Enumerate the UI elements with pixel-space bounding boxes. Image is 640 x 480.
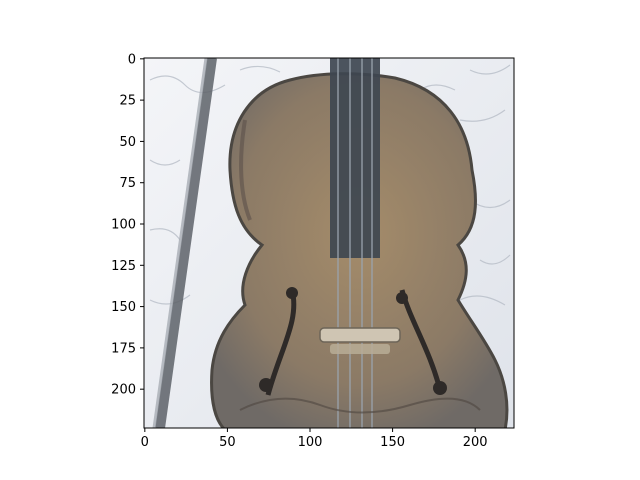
y-tick-label: 175 bbox=[111, 341, 136, 356]
bow-stick-highlight bbox=[152, 58, 208, 428]
y-tick-label: 200 bbox=[111, 383, 136, 398]
x-tick-label: 100 bbox=[298, 435, 323, 450]
axes-frame bbox=[143, 57, 515, 429]
y-tick-label: 0 bbox=[128, 52, 136, 67]
x-axis-ticks: 0 50 100 150 200 bbox=[141, 428, 488, 450]
bow-stick bbox=[155, 58, 217, 428]
f-hole-left-bottom bbox=[259, 378, 273, 392]
f-hole-right-bottom bbox=[433, 381, 447, 395]
violin-image bbox=[144, 58, 514, 428]
y-tick-label: 75 bbox=[119, 176, 136, 191]
f-hole-right-top bbox=[396, 292, 408, 304]
lower-texture bbox=[239, 397, 481, 414]
y-tick-label: 125 bbox=[111, 259, 136, 274]
strings bbox=[337, 58, 373, 428]
bridge bbox=[319, 327, 401, 343]
violin-upper-bout-shadow bbox=[239, 119, 252, 221]
f-hole-left bbox=[265, 289, 297, 396]
y-tick-label: 50 bbox=[119, 135, 136, 150]
y-tick-label: 150 bbox=[111, 300, 136, 315]
x-tick-label: 200 bbox=[463, 435, 488, 450]
y-axis-ticks: 0 25 50 75 100 125 150 175 200 bbox=[111, 52, 144, 398]
f-hole-left-top bbox=[286, 287, 298, 299]
y-tick-label: 100 bbox=[111, 218, 136, 233]
x-tick-label: 0 bbox=[141, 435, 149, 450]
background-texture bbox=[149, 64, 511, 306]
y-tick-label: 25 bbox=[119, 94, 136, 109]
bridge-base bbox=[330, 344, 390, 354]
x-tick-label: 150 bbox=[380, 435, 405, 450]
x-tick-label: 50 bbox=[219, 435, 236, 450]
